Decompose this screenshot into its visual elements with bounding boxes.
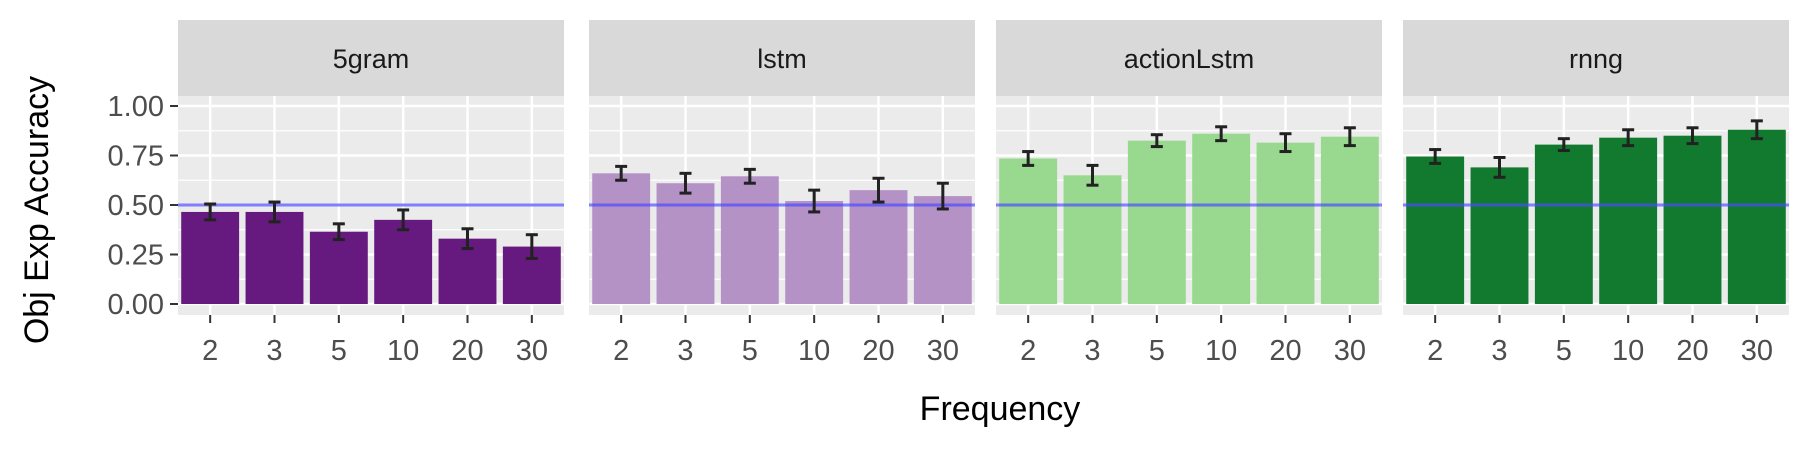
error-bar bbox=[808, 188, 821, 214]
y-tick-label: 0.00 bbox=[108, 289, 164, 321]
bar-actionLstm-20 bbox=[1256, 142, 1315, 304]
facet-strip-label: rnng bbox=[1569, 44, 1623, 74]
bar-rnng-30 bbox=[1727, 129, 1786, 304]
facet-strip bbox=[178, 20, 564, 96]
facet-strip bbox=[589, 20, 975, 96]
error-bar bbox=[1493, 155, 1506, 179]
x-tick-label: 30 bbox=[927, 335, 959, 367]
bar-rnng-10 bbox=[1599, 137, 1658, 304]
bar-rnng-5 bbox=[1534, 144, 1593, 304]
y-tick-label: 1.00 bbox=[108, 91, 164, 123]
bar-actionLstm-5 bbox=[1127, 140, 1186, 304]
facet-strip-label: 5gram bbox=[333, 44, 410, 74]
facet-panel-5gram: 5gram 2 3 5 10 20 30 bbox=[178, 20, 564, 367]
bar-rnng-20 bbox=[1663, 135, 1722, 304]
error-bar bbox=[1150, 133, 1163, 149]
error-bar bbox=[679, 171, 692, 195]
bar-actionLstm-2 bbox=[999, 158, 1058, 304]
y-tick-label: 0.25 bbox=[108, 240, 164, 272]
error-bar bbox=[1086, 163, 1099, 187]
x-axis-title: Frequency bbox=[920, 390, 1081, 428]
x-tick-label: 2 bbox=[613, 335, 629, 367]
facet-strip-label: lstm bbox=[757, 44, 807, 74]
bar-lstm-10 bbox=[785, 201, 844, 304]
x-tick-label: 2 bbox=[202, 335, 218, 367]
x-tick-label: 5 bbox=[1149, 335, 1165, 367]
facet-strip bbox=[996, 20, 1382, 96]
x-tick-label: 20 bbox=[1269, 335, 1301, 367]
x-tick-label: 30 bbox=[1334, 335, 1366, 367]
bar-actionLstm-30 bbox=[1320, 136, 1379, 304]
error-bar bbox=[1622, 128, 1635, 148]
error-bar bbox=[872, 176, 885, 204]
x-tick-label: 2 bbox=[1427, 335, 1443, 367]
y-tick-label: 0.50 bbox=[108, 190, 164, 222]
error-bar bbox=[461, 227, 474, 251]
bar-lstm-2 bbox=[592, 173, 651, 304]
x-tick-label: 20 bbox=[862, 335, 894, 367]
y-tick-label: 0.75 bbox=[108, 141, 164, 173]
bar-lstm-5 bbox=[720, 176, 779, 304]
y-axis-title: Obj Exp Accuracy bbox=[18, 76, 56, 344]
error-bar bbox=[743, 167, 756, 185]
error-bar bbox=[204, 202, 217, 222]
x-tick-label: 10 bbox=[1612, 335, 1644, 367]
x-tick-label: 5 bbox=[742, 335, 758, 367]
facet-strip bbox=[1403, 20, 1789, 96]
x-tick-label: 3 bbox=[1084, 335, 1100, 367]
y-axis: 0.00 0.25 0.50 0.75 1.00 bbox=[108, 91, 178, 321]
x-tick-label: 3 bbox=[677, 335, 693, 367]
error-bar bbox=[1343, 126, 1356, 148]
bar-actionLstm-3 bbox=[1063, 175, 1122, 304]
x-tick-label: 10 bbox=[387, 335, 419, 367]
x-tick-label: 30 bbox=[516, 335, 548, 367]
error-bar bbox=[1279, 132, 1292, 154]
error-bar bbox=[1686, 126, 1699, 146]
bar-5gram-10 bbox=[374, 219, 433, 304]
error-bar bbox=[615, 164, 628, 182]
error-bar bbox=[332, 222, 345, 242]
x-tick-label: 20 bbox=[451, 335, 483, 367]
x-tick-label: 10 bbox=[798, 335, 830, 367]
error-bar bbox=[1750, 119, 1763, 141]
facet-panel-actionLstm: actionLstm 2 3 5 10 20 30 bbox=[996, 20, 1382, 367]
error-bar bbox=[1022, 150, 1035, 167]
bar-5gram-5 bbox=[309, 231, 368, 304]
error-bar bbox=[1557, 137, 1570, 153]
error-bar bbox=[936, 181, 949, 211]
x-tick-label: 30 bbox=[1741, 335, 1773, 367]
error-bar bbox=[1429, 148, 1442, 165]
x-tick-label: 20 bbox=[1676, 335, 1708, 367]
facet-strip-label: actionLstm bbox=[1124, 44, 1255, 74]
bar-lstm-20 bbox=[849, 190, 908, 304]
x-tick-label: 5 bbox=[331, 335, 347, 367]
bar-5gram-2 bbox=[181, 211, 240, 304]
error-bar bbox=[1215, 125, 1228, 143]
error-bar bbox=[525, 233, 538, 260]
bar-5gram-3 bbox=[245, 211, 304, 304]
x-tick-label: 3 bbox=[1491, 335, 1507, 367]
x-tick-label: 2 bbox=[1020, 335, 1036, 367]
x-tick-label: 10 bbox=[1205, 335, 1237, 367]
bar-rnng-2 bbox=[1406, 156, 1465, 304]
facet-panel-rnng: rnng 2 3 5 10 20 30 bbox=[1403, 20, 1789, 367]
error-bar bbox=[397, 208, 410, 232]
bar-rnng-3 bbox=[1470, 167, 1529, 304]
bar-actionLstm-10 bbox=[1192, 133, 1251, 304]
error-bar bbox=[268, 200, 281, 224]
facet-panel-lstm: lstm 2 3 5 10 20 30 bbox=[589, 20, 975, 367]
bar-lstm-3 bbox=[656, 183, 715, 304]
bar-lstm-30 bbox=[913, 196, 972, 304]
x-tick-label: 5 bbox=[1556, 335, 1572, 367]
x-tick-label: 3 bbox=[266, 335, 282, 367]
